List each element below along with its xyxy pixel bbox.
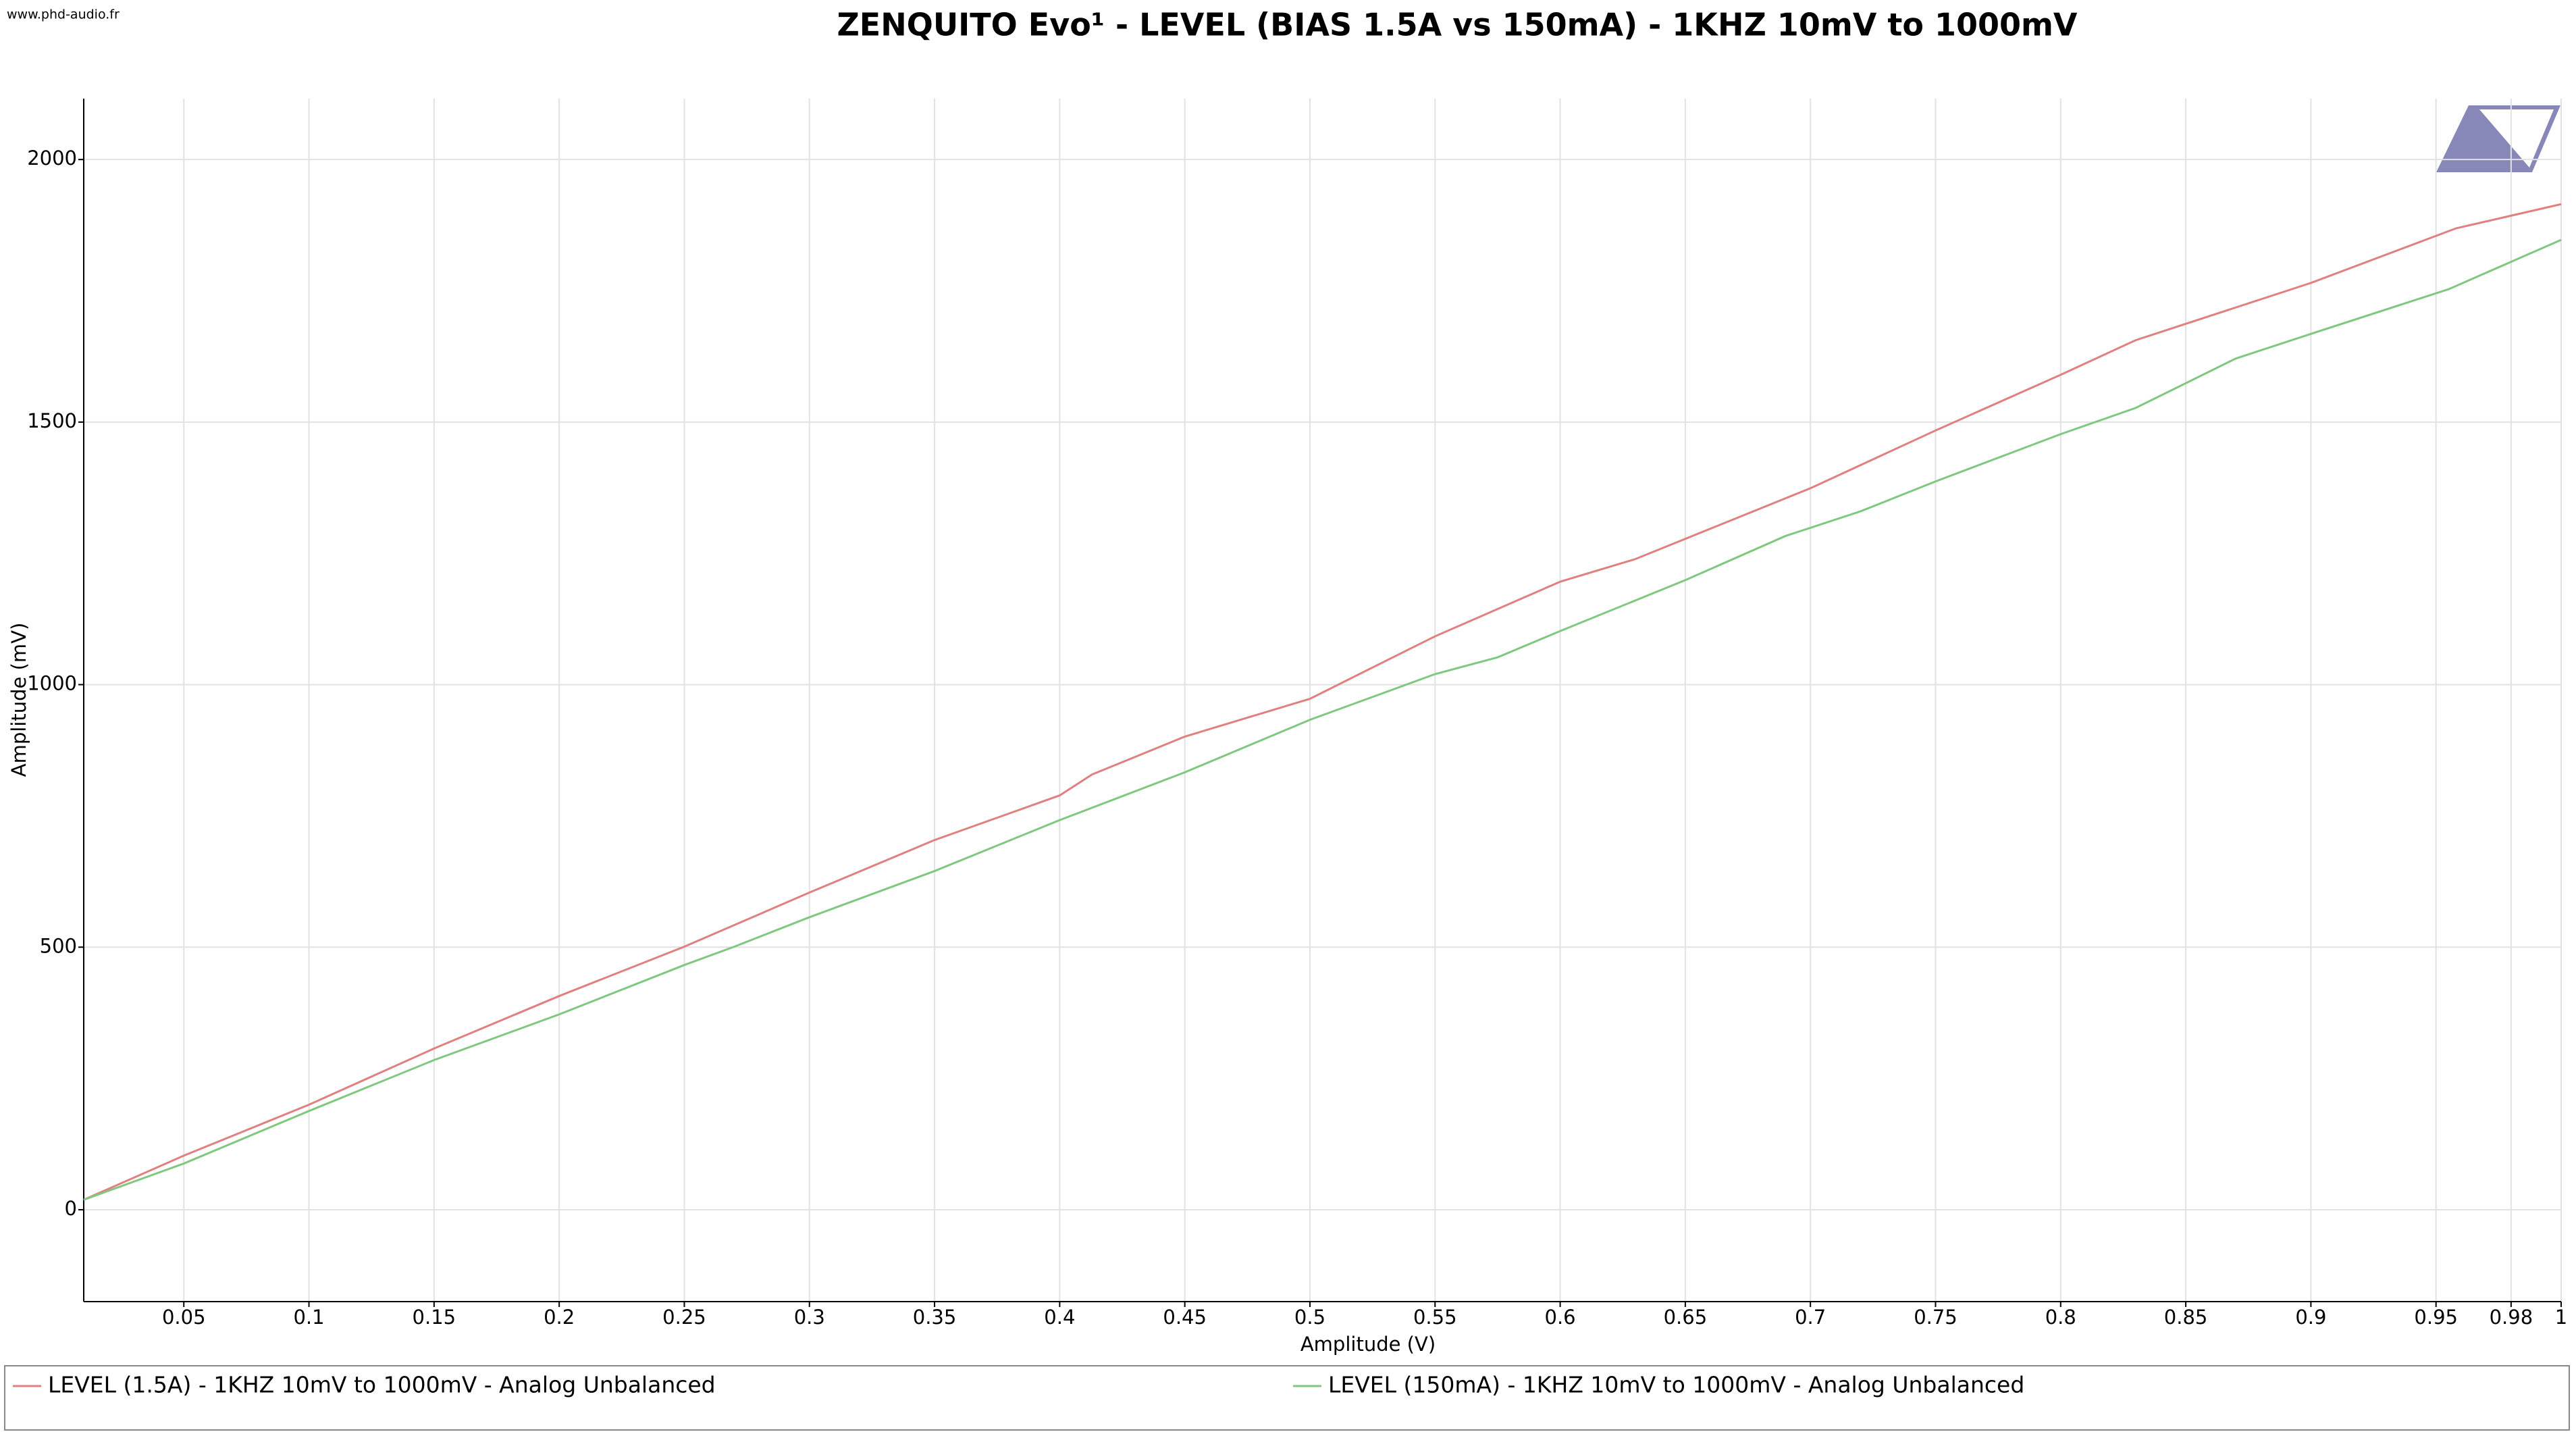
x-tick-label: 0.3 <box>794 1306 825 1329</box>
x-tick-label: 0.5 <box>1294 1306 1325 1329</box>
x-tick-label: 0.85 <box>2164 1306 2208 1329</box>
y-tick-label: 2000 <box>27 147 77 170</box>
x-tick-label: 0.55 <box>1413 1306 1457 1329</box>
x-tick-label: 0.4 <box>1044 1306 1075 1329</box>
legend-label: LEVEL (150mA) - 1KHZ 10mV to 1000mV - An… <box>1328 1372 2024 1398</box>
logo <box>2436 105 2560 172</box>
y-tick-label: 500 <box>40 934 77 957</box>
x-tick-label: 0.15 <box>413 1306 456 1329</box>
x-axis-label: Amplitude (V) <box>1300 1333 1436 1356</box>
legend-label: LEVEL (1.5A) - 1KHZ 10mV to 1000mV - Ana… <box>48 1372 716 1398</box>
x-tick-label: 0.95 <box>2414 1306 2458 1329</box>
series-line <box>83 203 2562 1201</box>
x-tick-label: 0.65 <box>1664 1306 1708 1329</box>
x-tick-label: 0.05 <box>162 1306 206 1329</box>
x-tick-label: 0.6 <box>1545 1306 1576 1329</box>
x-tick-label: 0.1 <box>293 1306 324 1329</box>
x-tick-label: 0.9 <box>2295 1306 2326 1329</box>
x-tick-label: 1 <box>2555 1306 2567 1329</box>
y-tick-label: 1500 <box>27 409 77 432</box>
x-tick-label: 0.35 <box>913 1306 957 1329</box>
legend-box <box>4 1365 2570 1431</box>
series-line <box>83 238 2562 1201</box>
y-tick-label: 1000 <box>27 672 77 695</box>
y-axis-label: Amplitude (mV) <box>7 623 30 777</box>
x-tick-label: 0.2 <box>544 1306 575 1329</box>
x-tick-label: 0.25 <box>662 1306 706 1329</box>
x-tick-label: 0.45 <box>1163 1306 1207 1329</box>
y-tick-label: 0 <box>65 1197 77 1220</box>
chart-title: ZENQUITO Evo¹ - LEVEL (BIAS 1.5A vs 150m… <box>837 7 2077 43</box>
watermark: www.phd-audio.fr <box>7 7 120 22</box>
x-tick-label: 0.98 <box>2490 1306 2533 1329</box>
x-tick-label: 0.75 <box>1914 1306 1957 1329</box>
x-tick-label: 0.8 <box>2045 1306 2076 1329</box>
x-tick-label: 0.7 <box>1795 1306 1826 1329</box>
